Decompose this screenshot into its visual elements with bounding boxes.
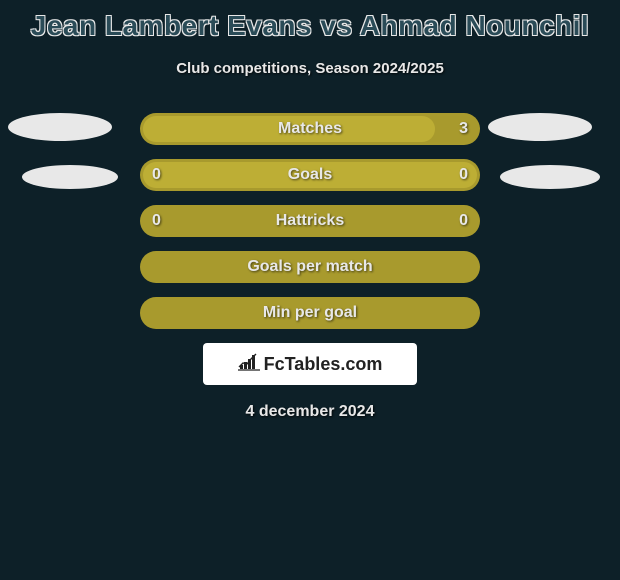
stats-block: Matches 3 0 Goals 0 0 Hattricks 0 Goals per matc… — [0, 113, 620, 329]
decor-ellipse — [22, 165, 118, 189]
stat-right-value: 0 — [459, 212, 468, 230]
page-title: Jean Lambert Evans vs Ahmad Nounchil — [0, 0, 620, 42]
stat-row: 0 Goals 0 — [140, 159, 480, 191]
logo-box: FcTables.com — [203, 343, 417, 385]
decor-ellipse — [8, 113, 112, 141]
stat-row: 0 Hattricks 0 — [140, 205, 480, 237]
bar-chart-icon — [238, 353, 260, 376]
stat-row: Matches 3 — [140, 113, 480, 145]
stat-row: Goals per match — [140, 251, 480, 283]
stat-label: Min per goal — [263, 304, 357, 322]
decor-ellipse — [500, 165, 600, 189]
stat-row: Min per goal — [140, 297, 480, 329]
date-text: 4 december 2024 — [0, 403, 620, 421]
stat-label: Hattricks — [276, 212, 344, 230]
stat-left-value: 0 — [152, 166, 161, 184]
stat-right-value: 0 — [459, 166, 468, 184]
logo: FcTables.com — [238, 353, 383, 376]
subtitle: Club competitions, Season 2024/2025 — [0, 60, 620, 77]
stat-label: Goals — [288, 166, 332, 184]
logo-text: FcTables.com — [264, 354, 383, 375]
stat-right-value: 3 — [459, 120, 468, 138]
stat-left-value: 0 — [152, 212, 161, 230]
stat-label: Matches — [278, 120, 342, 138]
decor-ellipse — [488, 113, 592, 141]
stat-label: Goals per match — [247, 258, 372, 276]
